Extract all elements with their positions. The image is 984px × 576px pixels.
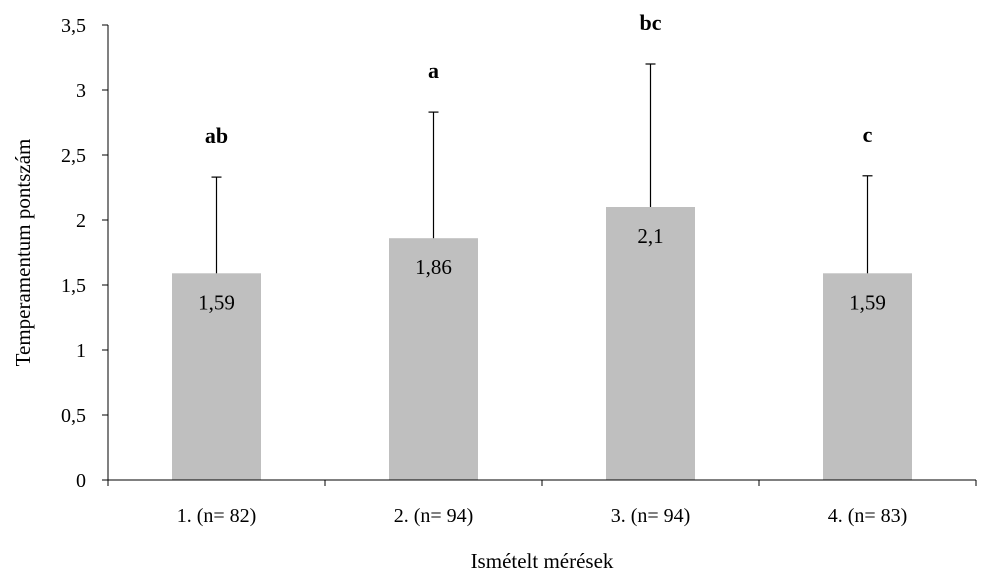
x-tick-label: 1. (n= 82) — [177, 505, 257, 527]
data-label: 1,86 — [415, 255, 452, 279]
x-axis-ticks: 1. (n= 82) 2. (n= 94) 3. (n= 94) 4. (n= 83) — [107, 480, 977, 527]
significance-letter: c — [863, 122, 873, 147]
data-label: 2,1 — [637, 224, 663, 248]
data-label: 1,59 — [849, 290, 886, 314]
significance-letter: bc — [640, 10, 662, 35]
y-tick-label: 1 — [76, 340, 86, 362]
significance-letter: a — [428, 58, 439, 83]
y-axis-title: Temperamentum pontszám — [11, 139, 35, 367]
x-tick-label: 3. (n= 94) — [611, 505, 691, 527]
significance-letter: ab — [205, 123, 228, 148]
x-axis-title: Ismételt mérések — [471, 549, 614, 573]
y-tick-label: 2,5 — [61, 145, 86, 167]
y-tick-label: 0,5 — [61, 405, 86, 427]
y-tick-label: 3 — [76, 80, 86, 102]
error-bars — [211, 63, 873, 274]
bar — [823, 273, 912, 480]
data-label: 1,59 — [198, 290, 235, 314]
bars — [172, 207, 912, 480]
y-tick-label: 3,5 — [61, 15, 86, 37]
y-axis-ticks: 0 0,5 1 1,5 2 2,5 3 3,5 — [61, 15, 108, 492]
x-tick-label: 2. (n= 94) — [394, 505, 474, 527]
y-tick-label: 2 — [76, 210, 86, 232]
bar — [389, 238, 478, 480]
y-tick-label: 0 — [76, 470, 86, 492]
y-tick-label: 1,5 — [61, 275, 86, 297]
bar — [606, 207, 695, 480]
bar — [172, 273, 261, 480]
data-labels: ab 1,59 a 1,86 bc 2,1 c 1,59 — [198, 10, 886, 314]
x-tick-label: 4. (n= 83) — [828, 505, 908, 527]
